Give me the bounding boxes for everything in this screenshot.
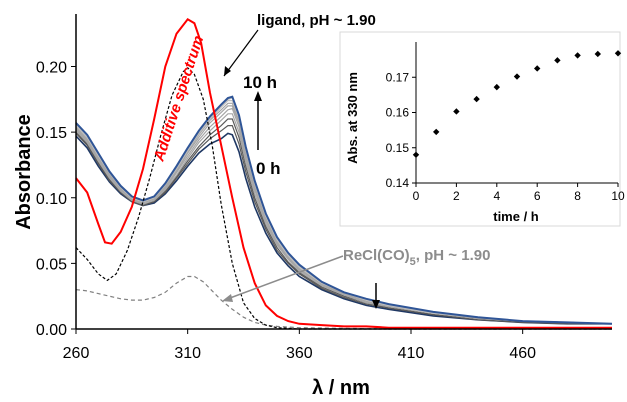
inset-x-ticks: 0 2 4 6 8 10	[413, 183, 625, 203]
inset-data-point	[534, 65, 541, 72]
x-tick-label: 260	[63, 345, 90, 362]
inset-data-point	[594, 50, 601, 58]
inset-x-tick-label: 0	[413, 189, 420, 203]
inset-y-axis-title: Abs. at 330 nm	[345, 72, 360, 164]
series-layer	[75, 17, 613, 330]
inset-data-point	[473, 95, 480, 103]
x-ticks: 260 310 360 410 460	[63, 329, 536, 362]
y-axis-title: Absorbance	[13, 114, 35, 230]
rhenium-label: ReCl(CO)5, pH ~ 1.90	[343, 247, 490, 268]
rhenium-label-tail: , pH ~ 1.90	[416, 247, 491, 264]
inset-plot: 0 2 4 6 8 10 0.14 0.15 0.16 0.17 time / h Abs. a…	[339, 31, 625, 227]
inset-x-axis-title: time / h	[493, 209, 539, 224]
y-tick-label: 0.20	[36, 60, 67, 77]
inset-x-tick-label: 6	[534, 189, 541, 203]
inset-data-point	[513, 73, 521, 80]
inset-x-tick-label: 8	[574, 189, 581, 203]
x-tick-label: 410	[398, 345, 425, 362]
inset-x-tick-label: 4	[493, 189, 500, 203]
ligand-label: ligand, pH ~ 1.90	[257, 12, 376, 29]
main-plot: 260 310 360 410 460 0.000.050.100.150.20 λ /…	[13, 14, 613, 399]
ligand-pointer-head	[224, 66, 231, 76]
inset-x-tick-label: 2	[453, 189, 460, 203]
x-tick-label: 360	[286, 345, 313, 362]
inset-data-point	[614, 50, 622, 57]
ligand-spectrum-line	[75, 66, 612, 330]
rhenium-label-sub: 5	[410, 256, 416, 268]
y-tick-label: 0.05	[36, 256, 67, 273]
rhenium-pointer	[229, 255, 344, 299]
time-arrow-head	[254, 91, 262, 101]
x-tick-label: 460	[509, 345, 536, 362]
inset-y-tick-label: 0.16	[386, 106, 410, 120]
time-start-label: 0 h	[256, 159, 281, 178]
y-ticks: 0.00 0.05 0.10 0.15 0.20	[36, 60, 76, 339]
rhenium-pointer-head	[222, 294, 233, 302]
x-tick-label: 310	[174, 345, 201, 362]
ligand-pointer	[223, 29, 259, 77]
inset-data-point	[433, 128, 440, 136]
y-tick-label: 0.15	[36, 125, 67, 142]
inset-y-ticks: 0.14 0.15 0.16 0.17	[386, 70, 416, 190]
inset-x-tick-label: 10	[611, 189, 625, 203]
inset-data-point	[453, 108, 460, 115]
time-end-label: 10 h	[243, 73, 277, 92]
rhenium-label-base: ReCl(CO)	[343, 247, 410, 264]
tail-arrow-head	[372, 300, 380, 309]
y-tick-label: 0.00	[36, 322, 67, 339]
inset-data-point	[554, 57, 561, 64]
inset-frame	[339, 31, 621, 227]
inset-y-tick-label: 0.15	[386, 141, 410, 155]
y-tick-label: 0.10	[36, 191, 67, 208]
inset-points	[412, 50, 622, 158]
inset-data-point	[574, 52, 581, 59]
inset-data-point	[493, 83, 500, 91]
inset-y-tick-label: 0.14	[386, 176, 410, 190]
additive-spectrum-line	[75, 17, 612, 329]
inset-y-tick-label: 0.17	[386, 70, 410, 84]
x-axis-title: λ / nm	[312, 377, 370, 399]
